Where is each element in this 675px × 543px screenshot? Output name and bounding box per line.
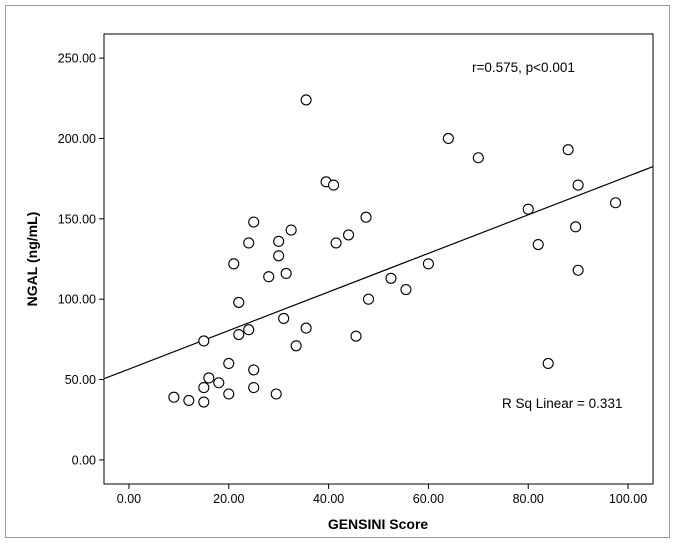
y-tick-label: 150.00 bbox=[58, 212, 96, 226]
data-point bbox=[223, 388, 235, 400]
data-point bbox=[270, 388, 282, 400]
data-point bbox=[243, 324, 255, 336]
x-tick-label: 80.00 bbox=[513, 492, 544, 506]
data-point bbox=[280, 267, 292, 280]
data-point bbox=[290, 340, 302, 352]
data-point bbox=[273, 235, 285, 247]
data-point bbox=[442, 132, 454, 145]
data-point bbox=[243, 237, 255, 249]
plot-area bbox=[103, 33, 654, 485]
r-squared-annotation: R Sq Linear = 0.331 bbox=[502, 396, 622, 411]
y-tick-label: 0.00 bbox=[72, 453, 96, 467]
data-point bbox=[273, 250, 285, 262]
data-point bbox=[522, 203, 534, 215]
data-points bbox=[168, 94, 622, 408]
y-tick-label: 250.00 bbox=[58, 52, 96, 66]
y-axis: 0.00 50.00 100.00 150.00 200.00 250.00 bbox=[58, 52, 104, 467]
data-point bbox=[422, 258, 434, 270]
x-tick-label: 100.00 bbox=[609, 492, 647, 506]
data-point bbox=[248, 382, 260, 394]
data-point bbox=[385, 272, 397, 284]
data-point bbox=[278, 312, 290, 325]
data-point bbox=[233, 296, 245, 308]
data-point bbox=[248, 364, 260, 376]
data-point bbox=[562, 144, 574, 156]
data-point bbox=[198, 335, 210, 347]
data-point bbox=[362, 293, 375, 305]
data-point bbox=[400, 283, 412, 296]
data-point bbox=[213, 377, 225, 389]
data-point bbox=[168, 391, 180, 403]
data-point bbox=[328, 179, 340, 191]
y-tick-label: 100.00 bbox=[58, 293, 96, 307]
data-point bbox=[343, 229, 355, 241]
y-axis-title: NGAL (ng/mL) bbox=[24, 212, 40, 307]
fit-line-layer bbox=[103, 166, 654, 380]
y-tick-label: 50.00 bbox=[65, 373, 96, 387]
x-tick-label: 60.00 bbox=[413, 492, 444, 506]
x-axis: 0.00 20.00 40.00 60.00 80.00 100.00 bbox=[117, 484, 647, 506]
data-point bbox=[183, 394, 195, 406]
data-point bbox=[472, 152, 484, 164]
data-point bbox=[360, 211, 372, 223]
data-point bbox=[263, 271, 275, 283]
data-point bbox=[350, 330, 362, 342]
correlation-annotation: r=0.575, p<0.001 bbox=[472, 60, 575, 75]
data-point bbox=[542, 357, 554, 370]
data-point bbox=[203, 372, 215, 384]
regression-line bbox=[103, 166, 654, 380]
data-point bbox=[610, 197, 622, 209]
data-point bbox=[572, 264, 584, 276]
data-point bbox=[572, 179, 584, 191]
data-point bbox=[223, 357, 235, 370]
x-tick-label: 20.00 bbox=[213, 492, 244, 506]
data-point bbox=[233, 328, 245, 341]
data-point bbox=[198, 382, 210, 394]
data-point bbox=[228, 258, 240, 270]
data-point bbox=[198, 396, 210, 408]
x-axis-title: GENSINI Score bbox=[328, 516, 429, 532]
data-point bbox=[248, 216, 260, 228]
data-point bbox=[570, 221, 582, 233]
data-point bbox=[300, 94, 312, 106]
x-tick-label: 40.00 bbox=[313, 492, 344, 506]
data-point bbox=[300, 322, 312, 334]
y-tick-label: 200.00 bbox=[58, 132, 96, 146]
x-tick-label: 0.00 bbox=[117, 492, 141, 506]
data-point bbox=[532, 238, 544, 251]
data-point bbox=[285, 224, 297, 236]
data-point bbox=[330, 237, 342, 249]
